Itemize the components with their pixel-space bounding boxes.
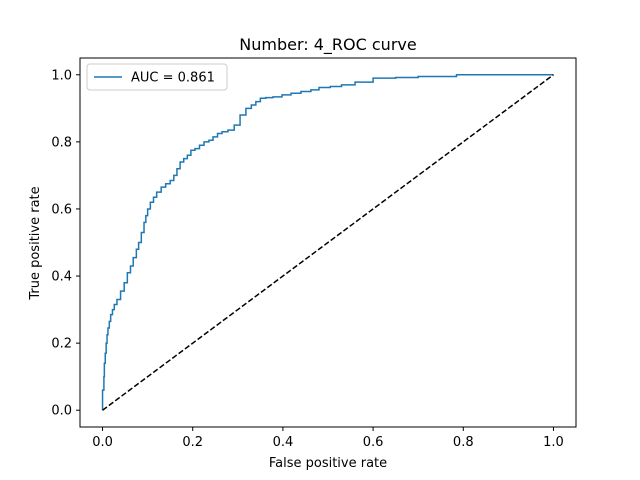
x-tick-label: 0.8	[453, 435, 474, 450]
x-ticks-group: 0.0 0.2 0.4 0.6 0.8 1.0	[92, 427, 564, 450]
x-tick-label: 0.0	[92, 435, 113, 450]
legend-label: AUC = 0.861	[131, 71, 215, 86]
y-tick-label: 0.6	[51, 202, 72, 217]
y-tick-label: 0.2	[51, 337, 72, 352]
y-ticks-group: 0.0 0.2 0.4 0.6 0.8 1.0	[51, 68, 80, 419]
plot-area: 0.0 0.2 0.4 0.6 0.8 1.0 0.0 0.2 0.4 0.6 0.8 1.0	[51, 57, 577, 450]
x-tick-label: 0.4	[273, 435, 294, 450]
x-axis-label: False positive rate	[269, 456, 387, 471]
x-tick-label: 0.6	[363, 435, 384, 450]
x-tick-label: 0.2	[182, 435, 203, 450]
chance-diagonal-line	[102, 74, 554, 411]
y-tick-label: 0.4	[51, 270, 72, 285]
y-tick-label: 0.8	[51, 135, 72, 150]
y-tick-label: 1.0	[51, 68, 72, 83]
plot-frame	[79, 57, 577, 428]
chart-title: Number: 4_ROC curve	[239, 35, 416, 55]
x-tick-label: 1.0	[543, 435, 564, 450]
y-axis-label: True positive rate	[28, 186, 43, 300]
curves-group	[101, 74, 554, 411]
y-tick-label: 0.0	[51, 404, 72, 419]
roc-curve-line	[101, 74, 554, 411]
legend: AUC = 0.861	[86, 63, 228, 91]
legend-box	[86, 63, 228, 91]
